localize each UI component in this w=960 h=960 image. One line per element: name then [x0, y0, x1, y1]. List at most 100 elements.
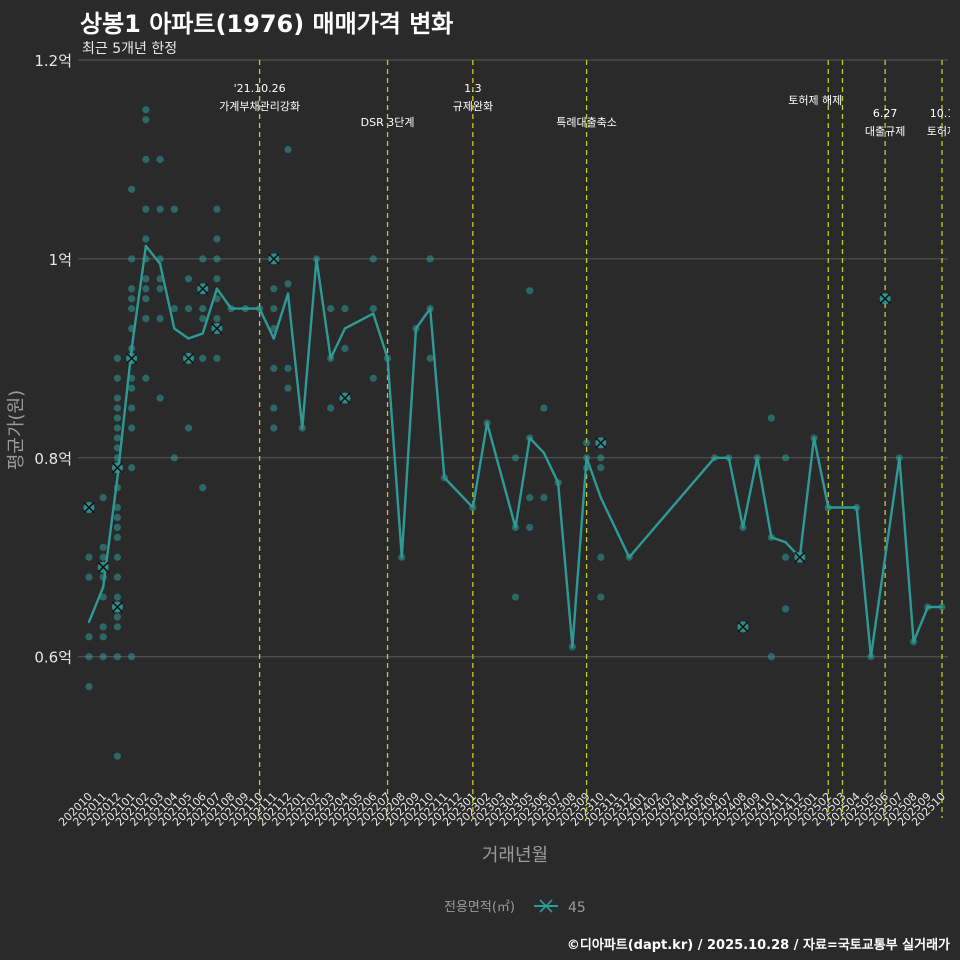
line-vertex — [599, 496, 602, 499]
line-vertex — [727, 456, 730, 460]
transaction-point — [142, 106, 150, 114]
transaction-point — [270, 364, 278, 372]
transaction-point — [128, 185, 136, 193]
line-vertex — [87, 620, 91, 624]
line-vertex — [912, 640, 915, 643]
transaction-point — [426, 255, 434, 263]
line-vertex — [244, 307, 247, 310]
x-marker — [595, 437, 607, 449]
transaction-point — [284, 364, 292, 372]
line-vertex — [855, 506, 858, 509]
line-vertex — [400, 556, 403, 559]
event-label: 규제완화 — [453, 100, 493, 113]
transaction-point — [156, 314, 164, 323]
event-label: 1.3 — [464, 82, 482, 95]
line-vertex — [528, 436, 531, 440]
transaction-point — [142, 205, 150, 213]
transaction-point — [767, 653, 776, 661]
transaction-point — [369, 255, 377, 263]
line-vertex — [315, 257, 318, 261]
y-tick-label: 0.8억 — [34, 450, 72, 468]
x-marker — [879, 293, 891, 305]
transaction-point — [540, 493, 548, 502]
event-label: 토허제 해제 — [788, 93, 842, 107]
transaction-point — [113, 623, 122, 631]
price-chart: 0.6억 0.8억 1억 1.2억 '21.10.26 가계부채관리강화 DSR 3단계 1… — [6, 52, 955, 916]
transaction-point — [113, 513, 122, 522]
transaction-point — [128, 305, 136, 313]
transaction-point — [128, 295, 136, 303]
line-vertex — [514, 526, 517, 529]
x-marker — [794, 551, 806, 563]
transaction-point — [199, 484, 207, 492]
transaction-point — [99, 543, 107, 551]
transaction-point — [99, 633, 107, 641]
transaction-point — [426, 354, 434, 362]
x-marker — [737, 621, 749, 633]
transaction-point — [767, 414, 776, 422]
transaction-point — [113, 503, 122, 512]
transaction-point — [142, 374, 150, 382]
transaction-point — [128, 384, 136, 392]
transaction-point — [99, 553, 107, 561]
chart-subtitle: 최근 5개년 한정 — [82, 41, 178, 57]
line-vertex — [173, 327, 176, 330]
line-vertex — [130, 347, 133, 350]
transaction-point — [199, 305, 207, 313]
transaction-point — [113, 593, 122, 601]
transaction-point — [597, 464, 605, 472]
transaction-point — [213, 314, 221, 323]
transaction-point — [597, 454, 605, 462]
line-vertex — [898, 456, 901, 460]
transaction-point — [170, 305, 178, 313]
line-vertex — [158, 262, 162, 266]
transaction-point — [270, 285, 278, 293]
y-axis-label: 평균가(원) — [6, 390, 27, 470]
line-vertex — [187, 337, 190, 340]
line-vertex — [102, 585, 105, 589]
transaction-point — [213, 354, 221, 362]
event-label: 가계부채관리강화 — [219, 100, 300, 113]
event-label: '21.10.26 — [234, 82, 286, 95]
transaction-point — [199, 255, 207, 263]
line-vertex — [770, 536, 773, 539]
chart-title: 상봉1 아파트(1976) 매매가격 변화 — [80, 10, 454, 38]
transaction-point — [327, 404, 335, 412]
line-vertex — [471, 506, 475, 509]
line-vertex — [329, 357, 332, 360]
line-vertex — [144, 244, 148, 248]
line-vertex — [585, 456, 588, 460]
transaction-point — [782, 605, 790, 613]
line-vertex — [827, 506, 830, 509]
x-marker — [126, 352, 138, 364]
transaction-point — [156, 155, 164, 164]
line-vertex — [713, 456, 716, 460]
transaction-point — [284, 280, 292, 288]
line-vertex — [443, 476, 446, 479]
event-label: 특례대출축소 — [556, 116, 617, 129]
x-axis-label: 거래년월 — [482, 845, 548, 866]
y-tick-label: 1.2억 — [34, 52, 72, 70]
transaction-point — [128, 255, 136, 263]
event-label: DSR 3단계 — [361, 116, 415, 129]
event-label: 6.27 — [873, 107, 898, 120]
transaction-point — [341, 344, 349, 353]
transaction-point — [284, 145, 292, 154]
transaction-point — [156, 205, 164, 213]
source-caption: ©디아파트(dapt.kr) / 2025.10.28 / 자료=국토교통부 실… — [566, 938, 950, 953]
line-vertex — [386, 357, 389, 360]
transaction-point — [213, 255, 221, 263]
line-vertex — [755, 456, 759, 460]
transaction-point — [782, 553, 790, 561]
line-vertex — [229, 307, 233, 310]
x-marker — [268, 253, 280, 265]
transaction-point — [526, 287, 534, 295]
legend-title: 전용면적(㎡) — [444, 900, 515, 915]
grid-lines — [78, 59, 948, 658]
transaction-point — [142, 295, 150, 303]
transaction-point — [99, 493, 107, 502]
event-label: 10.1 — [930, 107, 955, 120]
x-marker — [111, 601, 123, 613]
line-vertex — [485, 421, 489, 425]
